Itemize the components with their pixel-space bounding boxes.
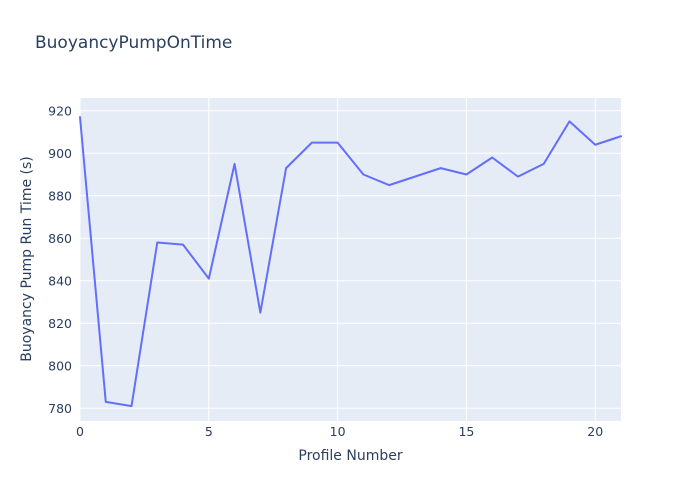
x-tick-label: 10 [330,424,346,439]
plot-background[interactable] [80,98,621,421]
y-tick-label: 900 [48,146,72,161]
x-tick-label: 5 [205,424,213,439]
y-tick-label: 860 [48,231,72,246]
y-tick-label: 780 [48,401,72,416]
chart-title: BuoyancyPumpOnTime [35,33,233,53]
y-tick-label: 920 [48,103,72,118]
y-tick-label: 800 [48,358,72,373]
y-tick-label: 820 [48,316,72,331]
x-axis-title: Profile Number [298,448,403,464]
y-tick-label: 840 [48,273,72,288]
y-axis-title: Buoyancy Pump Run Time (s) [19,156,35,362]
x-tick-label: 20 [587,424,603,439]
y-tick-label: 880 [48,188,72,203]
x-tick-label: 0 [76,424,84,439]
line-series[interactable] [79,116,622,408]
x-tick-label: 15 [458,424,474,439]
